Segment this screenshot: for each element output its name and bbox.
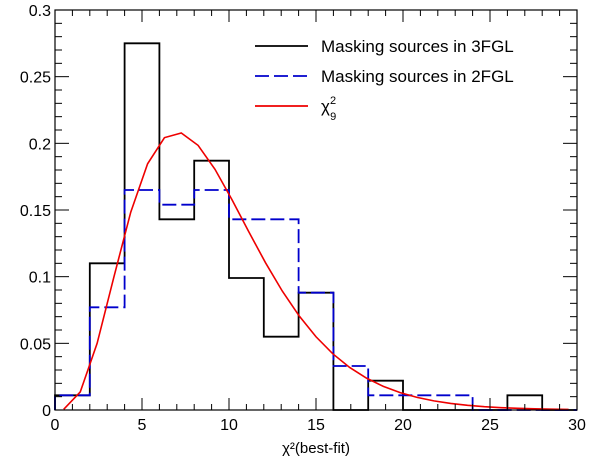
- y-tick-label: 0: [42, 403, 51, 420]
- y-tick-label: 0.3: [29, 3, 51, 20]
- x-axis: 0 5 10 15 20 25 30: [51, 10, 586, 434]
- x-axis-label: χ²(best-fit): [282, 440, 350, 457]
- y-tick-label: 0.15: [20, 203, 51, 220]
- x-tick-label: 5: [138, 417, 147, 434]
- legend-label-2: χ2 9: [321, 95, 336, 123]
- x-tick-label: 30: [568, 417, 586, 434]
- histogram-series-1: [54, 189, 577, 411]
- chi2-curve: [63, 132, 569, 411]
- legend: Masking sources in 3FGL Masking sources i…: [255, 37, 514, 123]
- y-tick-label: 0.1: [29, 270, 51, 287]
- x-tick-label: 10: [220, 417, 238, 434]
- y-axis: 0 0.05 0.1 0.15 0.2 0.25 0.3: [20, 3, 577, 420]
- y-tick-label: 0.25: [20, 70, 51, 87]
- legend-label-1: Masking sources in 2FGL: [321, 67, 514, 86]
- y-tick-label: 0.05: [20, 336, 51, 353]
- y-tick-label: 0.2: [29, 136, 51, 153]
- x-tick-label: 20: [394, 417, 412, 434]
- x-tick-label: 25: [481, 417, 499, 434]
- legend-label-0: Masking sources in 3FGL: [321, 37, 514, 56]
- x-tick-label: 0: [51, 417, 60, 434]
- curve-layer: [63, 132, 569, 411]
- x-tick-label: 15: [307, 417, 325, 434]
